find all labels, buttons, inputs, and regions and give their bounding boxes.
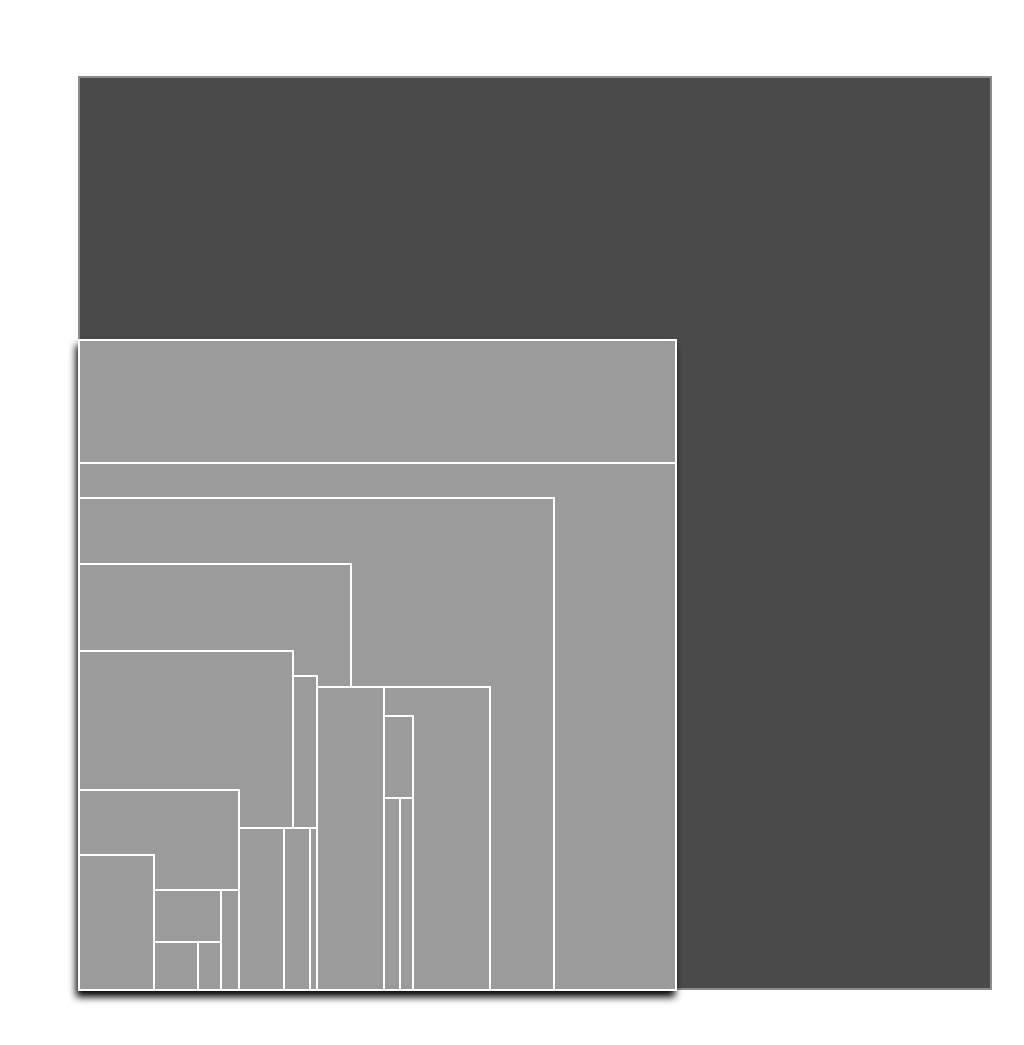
inner-rect-19 xyxy=(220,889,240,991)
inner-rect-10 xyxy=(383,797,401,991)
inner-rect-16 xyxy=(153,941,199,991)
inner-rect-17 xyxy=(309,827,318,991)
inner-rect-20 xyxy=(197,941,222,991)
inner-rect-12 xyxy=(238,827,285,991)
inner-rect-8 xyxy=(316,686,385,991)
inner-rect-14 xyxy=(78,854,155,991)
inner-rectangles-group xyxy=(78,339,677,991)
inner-rect-13 xyxy=(283,827,311,991)
inner-rect-18 xyxy=(399,797,414,991)
